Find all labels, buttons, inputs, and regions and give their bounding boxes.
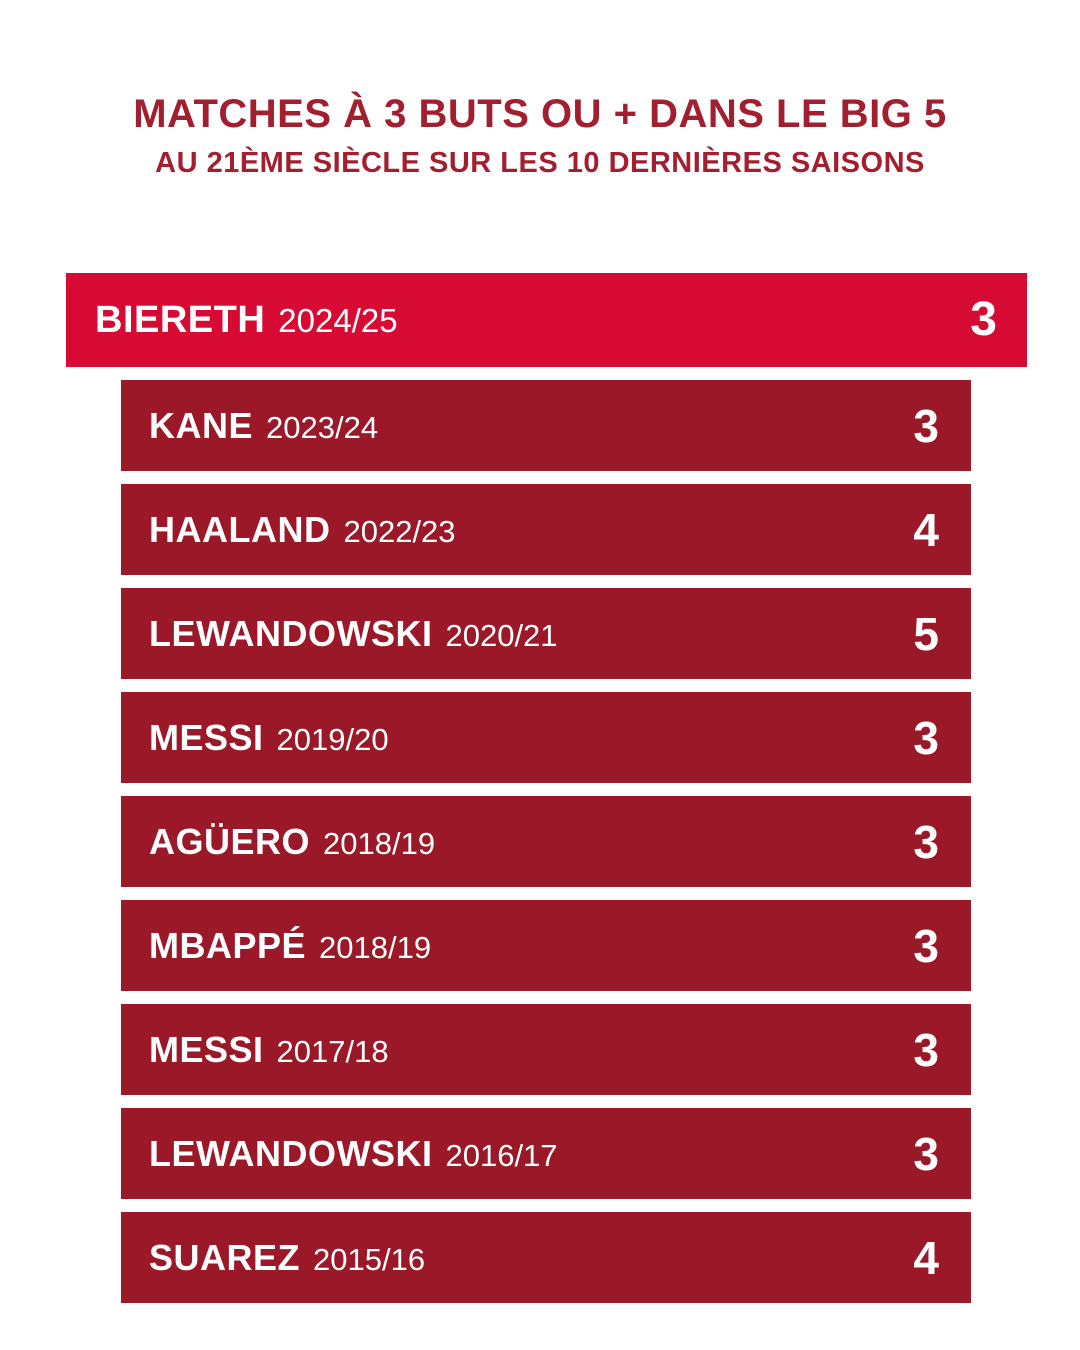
match-count: 3 (913, 399, 939, 452)
bar-row: BIERETH 2024/25 3 (66, 273, 1027, 367)
match-count: 4 (913, 503, 939, 556)
bar-label: KANE 2023/24 (149, 405, 378, 447)
season-label: 2018/19 (319, 929, 432, 965)
match-count: 3 (913, 1127, 939, 1180)
bar-label: MBAPPÉ 2018/19 (149, 925, 431, 967)
player-name: MESSI (149, 1028, 264, 1070)
match-count: 5 (913, 607, 939, 660)
player-name: KANE (149, 404, 254, 446)
chart-title: MATCHES À 3 BUTS OU + DANS LE BIG 5 (133, 92, 947, 136)
season-label: 2022/23 (343, 513, 456, 549)
bar-row: MESSI 2019/20 3 (121, 692, 971, 783)
bar-row: LEWANDOWSKI 2020/21 5 (121, 588, 971, 679)
bar-label: MESSI 2019/20 (149, 717, 389, 759)
player-name: AGÜERO (149, 820, 311, 862)
player-name: LEWANDOWSKI (149, 1132, 433, 1174)
player-name: MBAPPÉ (149, 924, 307, 966)
season-label: 2023/24 (266, 409, 379, 445)
match-count: 3 (913, 815, 939, 868)
chart-subtitle: AU 21ÈME SIÈCLE SUR LES 10 DERNIÈRES SAI… (155, 147, 925, 179)
bar-row: SUAREZ 2015/16 4 (121, 1212, 971, 1303)
bar-row: KANE 2023/24 3 (121, 380, 971, 471)
season-label: 2017/18 (276, 1033, 389, 1069)
player-name: LEWANDOWSKI (149, 612, 433, 654)
player-name: MESSI (149, 716, 264, 758)
bar-label: AGÜERO 2018/19 (149, 821, 435, 863)
match-count: 3 (970, 293, 997, 346)
bar-row: HAALAND 2022/23 4 (121, 484, 971, 575)
season-label: 2016/17 (445, 1137, 558, 1173)
chart-header: MATCHES À 3 BUTS OU + DANS LE BIG 5 AU 2… (0, 0, 1080, 180)
player-name: SUAREZ (149, 1236, 301, 1278)
bar-label: MESSI 2017/18 (149, 1029, 389, 1071)
match-count: 4 (913, 1231, 939, 1284)
bar-label: BIERETH 2024/25 (95, 299, 398, 342)
bar-label: HAALAND 2022/23 (149, 509, 456, 551)
season-label: 2015/16 (313, 1241, 426, 1277)
bar-row: MESSI 2017/18 3 (121, 1004, 971, 1095)
bar-label: LEWANDOWSKI 2020/21 (149, 613, 558, 655)
match-count: 3 (913, 1023, 939, 1076)
season-label: 2019/20 (276, 721, 389, 757)
bar-row: MBAPPÉ 2018/19 3 (121, 900, 971, 991)
match-count: 3 (913, 919, 939, 972)
bar-label: SUAREZ 2015/16 (149, 1237, 425, 1279)
bar-row: LEWANDOWSKI 2016/17 3 (121, 1108, 971, 1199)
bar-row: AGÜERO 2018/19 3 (121, 796, 971, 887)
bar-chart: BIERETH 2024/25 3 KANE 2023/24 3 HAALAND 20… (0, 273, 1080, 1303)
player-name: HAALAND (149, 508, 331, 550)
season-label: 2018/19 (323, 825, 436, 861)
season-label: 2020/21 (445, 617, 558, 653)
match-count: 3 (913, 711, 939, 764)
player-name: BIERETH (95, 298, 266, 341)
season-label: 2024/25 (278, 301, 398, 339)
bar-label: LEWANDOWSKI 2016/17 (149, 1133, 558, 1175)
